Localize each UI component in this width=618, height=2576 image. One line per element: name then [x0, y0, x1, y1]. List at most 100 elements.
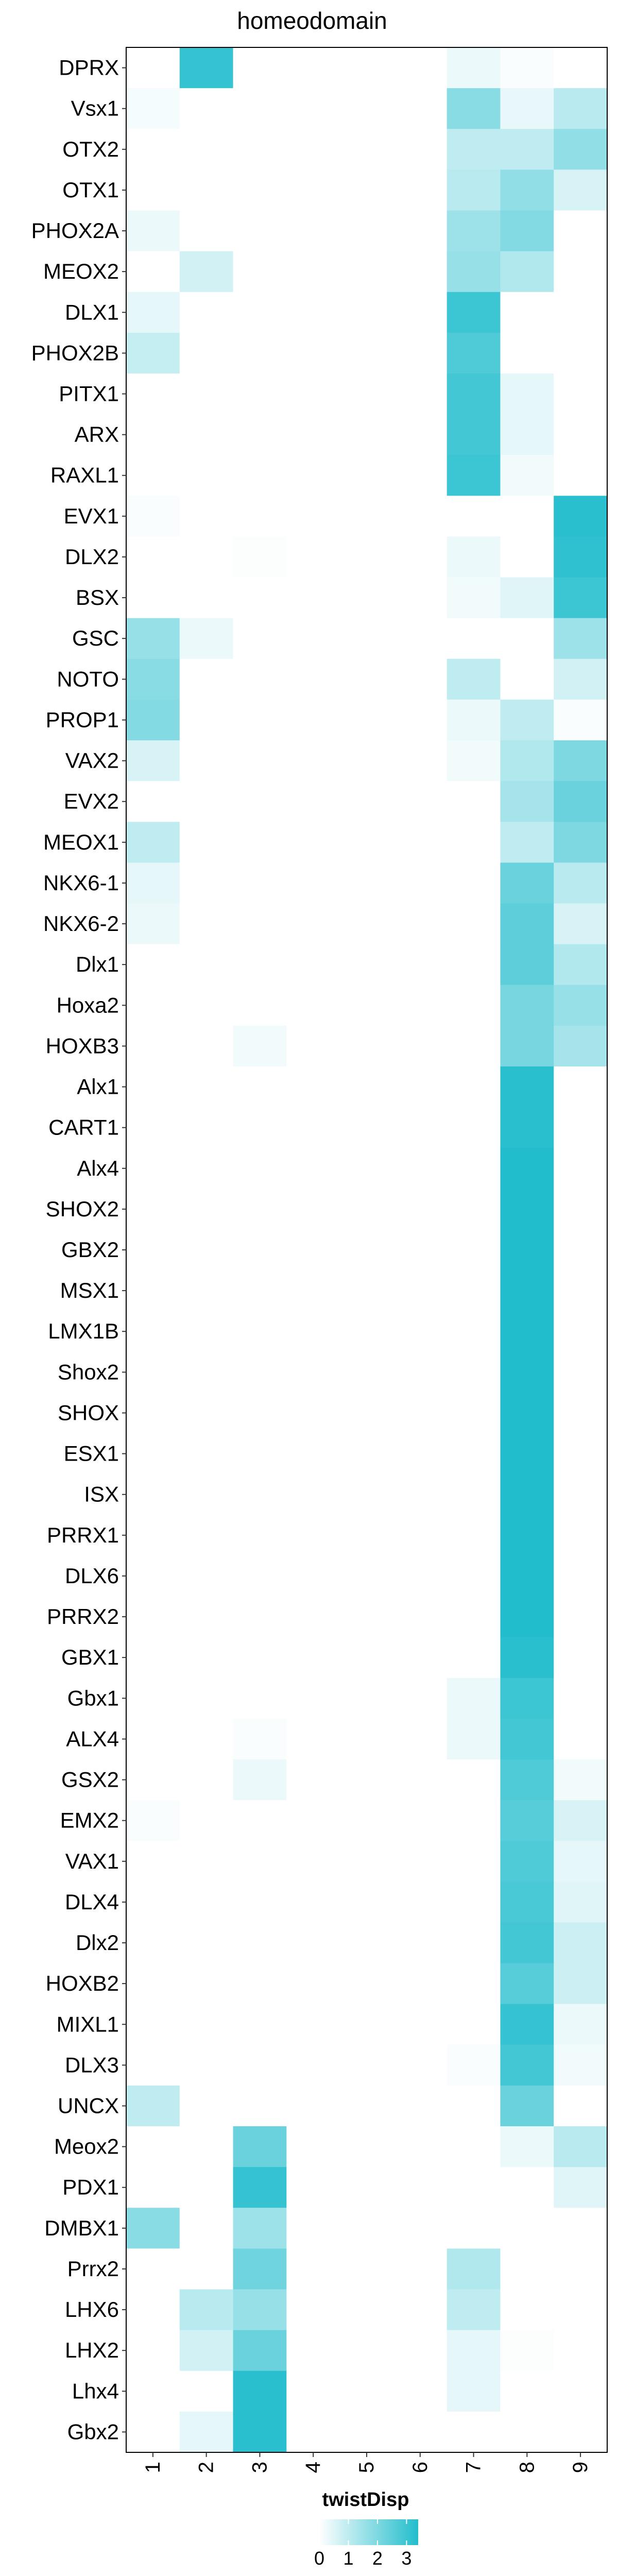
heatmap-cell: [554, 944, 608, 986]
heatmap-cell: [286, 1392, 340, 1434]
heatmap-cell: [340, 822, 394, 863]
heatmap-cell: [340, 129, 394, 170]
heatmap-cell: [554, 1025, 608, 1067]
heatmap-cell: [233, 2044, 287, 2086]
heatmap-cell: [393, 1433, 448, 1475]
heatmap-cell: [126, 2208, 180, 2249]
heatmap-cell: [447, 781, 501, 822]
heatmap-cell: [340, 2411, 394, 2453]
heatmap-cell: [286, 2370, 340, 2412]
heatmap-cell: [447, 1025, 501, 1067]
heatmap-cell: [179, 1392, 234, 1434]
heatmap-cell: [340, 985, 394, 1026]
heatmap-cell: [554, 414, 608, 455]
row-label: GBX1: [61, 1645, 119, 1669]
heatmap-cell: [500, 658, 554, 700]
heatmap-cell: [126, 1474, 180, 1515]
heatmap-cell: [554, 699, 608, 741]
heatmap-cell: [500, 699, 554, 741]
heatmap-cell: [340, 1555, 394, 1597]
heatmap-cell: [340, 2289, 394, 2331]
heatmap-cell: [447, 1841, 501, 1882]
heatmap-cell: [233, 2085, 287, 2127]
row-label: GBX2: [61, 1238, 119, 1262]
heatmap-cell: [554, 1922, 608, 1964]
heatmap-cell: [340, 2085, 394, 2127]
heatmap-cell: [233, 1311, 287, 1352]
heatmap-cell: [500, 1800, 554, 1841]
heatmap-cell: [554, 618, 608, 659]
heatmap-cell: [126, 1189, 180, 1230]
heatmap-cell: [179, 129, 234, 170]
heatmap-cell: [126, 1922, 180, 1964]
heatmap-cell: [179, 2167, 234, 2208]
heatmap-cell: [126, 47, 180, 89]
heatmap-cell: [554, 1189, 608, 1230]
heatmap-cell: [286, 292, 340, 333]
heatmap-cell: [447, 740, 501, 782]
heatmap-cell: [233, 1107, 287, 1148]
heatmap-cell: [126, 1229, 180, 1271]
heatmap-cell: [393, 985, 448, 1026]
heatmap-cell: [500, 1025, 554, 1067]
heatmap-cell: [179, 903, 234, 945]
heatmap-cell: [179, 1800, 234, 1841]
heatmap-cell: [554, 2411, 608, 2453]
heatmap-cell: [554, 1351, 608, 1393]
heatmap-cell: [179, 2411, 234, 2453]
heatmap-cell: [179, 2289, 234, 2331]
heatmap-cell: [500, 496, 554, 537]
heatmap-cell: [340, 2126, 394, 2167]
heatmap-cell: [233, 332, 287, 374]
column-label: 1: [142, 2462, 164, 2473]
heatmap-cell: [233, 129, 287, 170]
heatmap-cell: [393, 2370, 448, 2412]
heatmap-cell: [340, 1922, 394, 1964]
heatmap-cell: [500, 88, 554, 129]
heatmap-cell: [500, 129, 554, 170]
heatmap-cell: [286, 332, 340, 374]
legend-tick-label: 1: [343, 2548, 353, 2569]
heatmap-cell: [447, 1882, 501, 1923]
row-label: DLX2: [65, 545, 119, 569]
heatmap-cell: [340, 2370, 394, 2412]
heatmap-cell: [393, 1759, 448, 1801]
heatmap-cell: [393, 2044, 448, 2086]
heatmap-cell: [286, 2044, 340, 2086]
heatmap-cell: [233, 1882, 287, 1923]
heatmap-cell: [340, 1107, 394, 1148]
heatmap-cell: [447, 1107, 501, 1148]
heatmap-cell: [340, 1025, 394, 1067]
heatmap-cell: [126, 1800, 180, 1841]
heatmap-cell: [233, 1392, 287, 1434]
heatmap-cell: [233, 2004, 287, 2045]
heatmap-cell: [340, 1515, 394, 1556]
heatmap-cell: [126, 170, 180, 211]
heatmap-cell: [393, 2167, 448, 2208]
heatmap-cell: [286, 536, 340, 578]
heatmap-cell: [179, 170, 234, 211]
heatmap-cell: [286, 414, 340, 455]
heatmap-cell: [447, 2085, 501, 2127]
heatmap-cell: [126, 2167, 180, 2208]
column-label: 7: [462, 2462, 485, 2473]
heatmap-cell: [233, 1637, 287, 1679]
heatmap-cell: [286, 903, 340, 945]
heatmap-cell: [233, 1148, 287, 1189]
row-label: PDX1: [62, 2175, 119, 2199]
heatmap-cell: [340, 1759, 394, 1801]
heatmap-cell: [126, 577, 180, 619]
heatmap-cell: [554, 1596, 608, 1638]
heatmap-cell: [447, 129, 501, 170]
heatmap-cell: [500, 862, 554, 904]
heatmap-cell: [500, 210, 554, 252]
heatmap-cell: [554, 1270, 608, 1312]
heatmap-cell: [179, 1555, 234, 1597]
heatmap-cell: [179, 332, 234, 374]
heatmap-cell: [500, 414, 554, 455]
heatmap-cell: [340, 210, 394, 252]
heatmap-cell: [447, 1922, 501, 1964]
heatmap-cell: [126, 496, 180, 537]
heatmap-cell: [179, 1189, 234, 1230]
heatmap-cell: [340, 1311, 394, 1352]
